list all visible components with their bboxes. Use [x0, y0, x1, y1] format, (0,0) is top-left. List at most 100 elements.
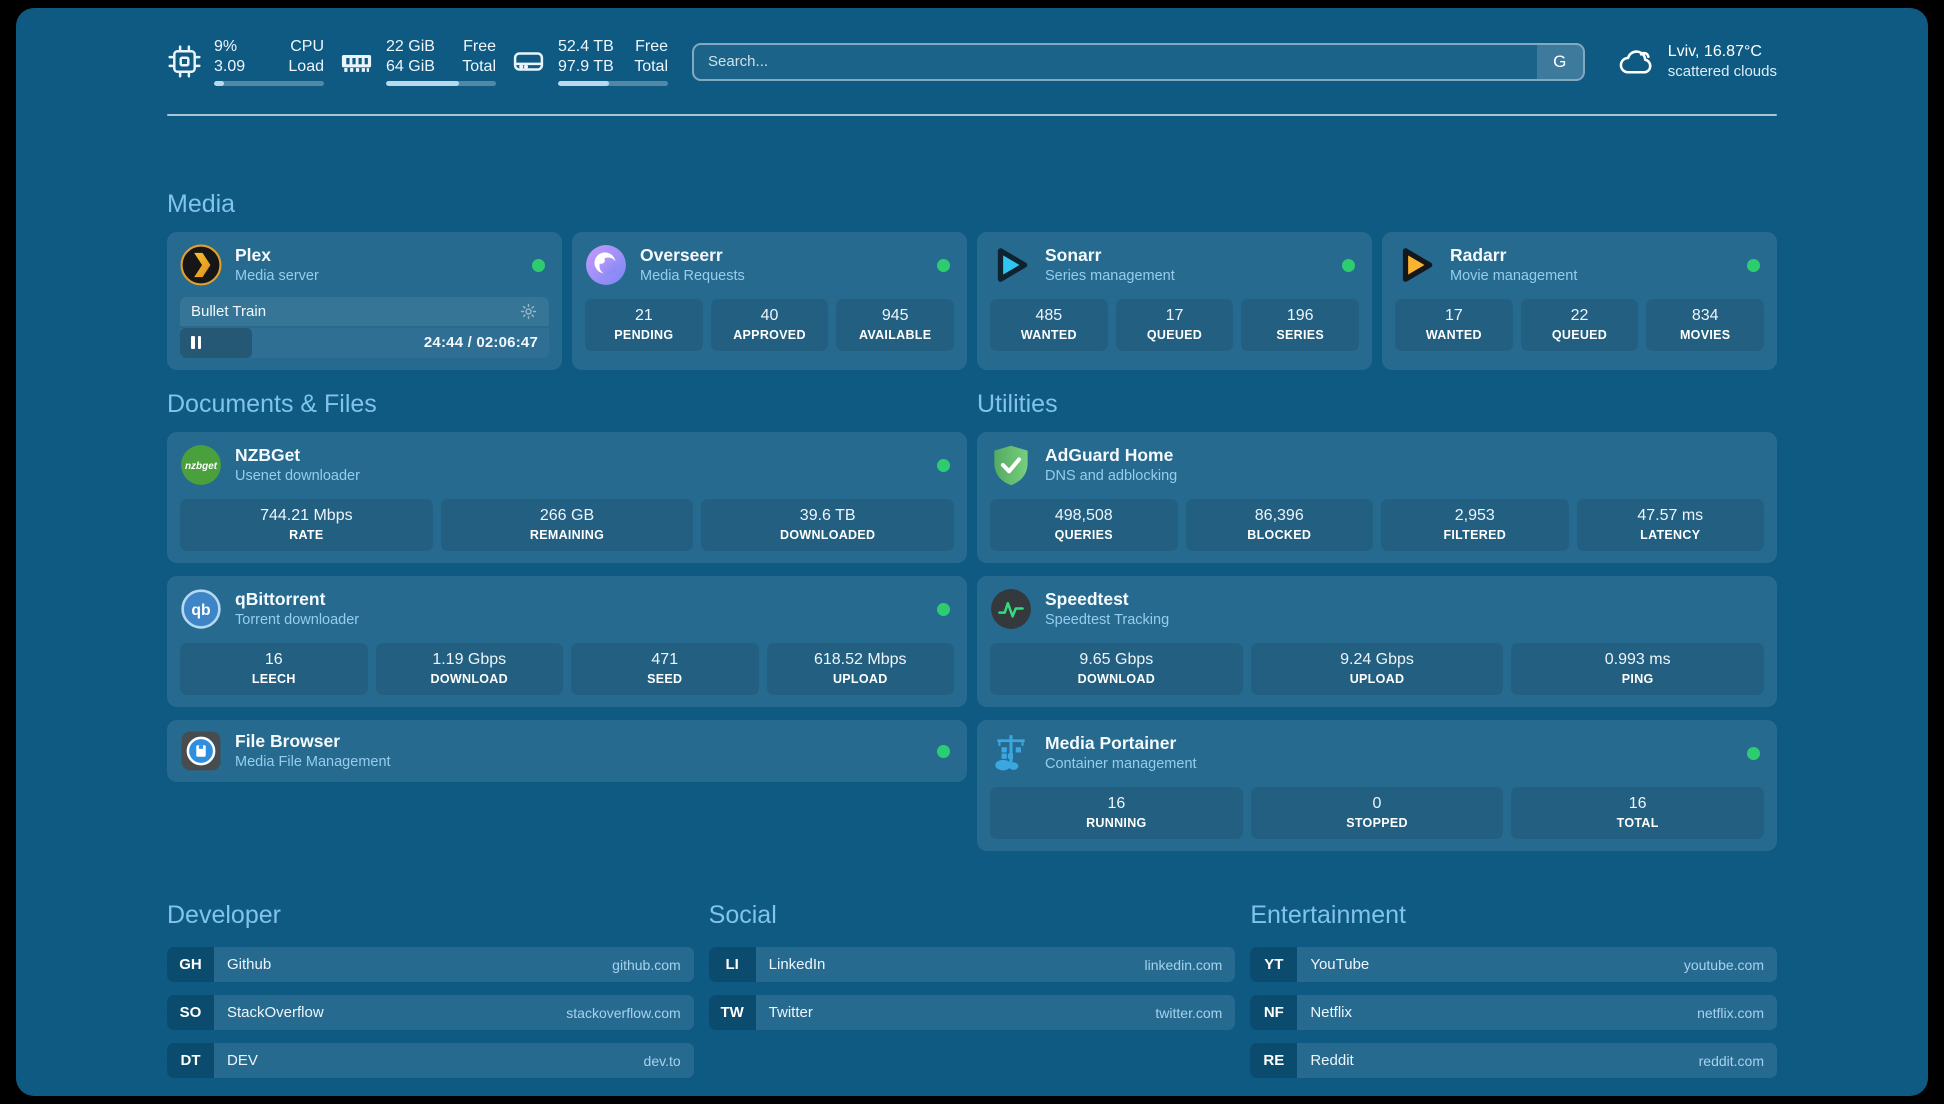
- bookmark-url: reddit.com: [1698, 1052, 1764, 1069]
- service-card-adguard[interactable]: AdGuard Home DNS and adblocking 498,508 Q…: [977, 432, 1777, 563]
- bookmark-abbr: NF: [1250, 995, 1298, 1030]
- bookmark-reddit[interactable]: RE Reddit reddit.com: [1250, 1043, 1777, 1078]
- status-indicator: [937, 744, 950, 758]
- bookmark-abbr: RE: [1250, 1043, 1298, 1078]
- service-card-sonarr[interactable]: Sonarr Series management 485 WANTED 17 QUE…: [977, 232, 1372, 370]
- disk-free-label: Free: [635, 38, 668, 55]
- disk-stat: 52.4 TB Free 97.9 TB Total: [511, 37, 668, 86]
- bookmark-linkedin[interactable]: LI LinkedIn linkedin.com: [708, 947, 1236, 982]
- playback-progress-bar[interactable]: 24:44 / 02:06:47: [180, 328, 549, 358]
- bookmark-url: stackoverflow.com: [566, 1004, 681, 1021]
- bookmark-group-social: Social LI LinkedIn linkedin.com TW Twitte…: [708, 901, 1236, 1030]
- section-title-developer: Developer: [167, 901, 281, 929]
- status-indicator: [937, 258, 950, 272]
- bookmark-name: YouTube: [1310, 956, 1370, 973]
- service-description: Series management: [1045, 268, 1175, 284]
- service-card-speedtest[interactable]: Speedtest Speedtest Tracking 9.65 Gbps DO…: [977, 576, 1777, 707]
- service-name: Radarr: [1450, 245, 1507, 265]
- status-indicator: [937, 602, 950, 616]
- stat-pill-wanted: 485 WANTED: [990, 299, 1108, 351]
- qbittorrent-icon: qb: [180, 588, 222, 630]
- disk-progress-bar: [558, 81, 668, 86]
- service-card-filebrowser[interactable]: File Browser Media File Management: [167, 720, 967, 782]
- radarr-icon: [1395, 244, 1437, 286]
- bookmark-name: Twitter: [768, 1004, 813, 1021]
- cpu-value: 9%: [214, 38, 238, 55]
- filebrowser-icon: [180, 730, 222, 772]
- disk-icon: [511, 44, 546, 79]
- cpu-load-label: Load: [288, 58, 324, 75]
- stat-pill-running: 16 RUNNING: [990, 787, 1243, 839]
- service-name: Speedtest: [1045, 589, 1129, 609]
- service-card-radarr[interactable]: Radarr Movie management 17 WANTED 22 QUEUE…: [1382, 232, 1777, 370]
- stat-pill-seed: 471 SEED: [571, 643, 759, 695]
- bookmark-name: Netflix: [1310, 1004, 1353, 1021]
- disk-free-value: 52.4 TB: [558, 38, 614, 55]
- service-name: Sonarr: [1045, 245, 1102, 265]
- weather-widget: Lviv, 16.87°C scattered clouds: [1615, 42, 1777, 81]
- bookmark-url: linkedin.com: [1144, 956, 1223, 973]
- service-card-plex[interactable]: Plex Media server Bullet Train: [167, 232, 562, 370]
- status-indicator: [1342, 258, 1355, 272]
- section-title-social: Social: [708, 901, 777, 929]
- bookmark-github[interactable]: GH Github github.com: [167, 947, 694, 982]
- playback-time: 24:44 / 02:06:47: [423, 334, 538, 351]
- stat-pill-filtered: 2,953 FILTERED: [1381, 499, 1569, 551]
- adguard-icon: [990, 444, 1032, 486]
- bookmark-group-entertainment: Entertainment YT YouTube youtube.com NF N…: [1250, 901, 1777, 1078]
- bookmark-netflix[interactable]: NF Netflix netflix.com: [1250, 995, 1777, 1030]
- gear-icon[interactable]: [519, 302, 538, 321]
- service-name: NZBGet: [235, 445, 301, 465]
- bookmark-abbr: TW: [708, 995, 756, 1030]
- ram-total-label: Total: [462, 58, 496, 75]
- service-card-overseerr[interactable]: Overseerr Media Requests 21 PENDING 40 APP…: [572, 232, 967, 370]
- service-description: Speedtest Tracking: [1045, 612, 1170, 628]
- bookmark-name: LinkedIn: [768, 956, 826, 973]
- stat-pill-pending: 21 PENDING: [585, 299, 703, 351]
- bookmark-group-developer: Developer GH Github github.com SO StackOv…: [167, 901, 694, 1078]
- ram-total-value: 64 GiB: [386, 58, 435, 75]
- stat-pill-wanted: 17 WANTED: [1395, 299, 1513, 351]
- bookmarks-grid: Developer GH Github github.com SO StackOv…: [167, 901, 1777, 1096]
- stat-pill-stopped: 0 STOPPED: [1250, 787, 1504, 839]
- cpu-stat: 9% CPU 3.09 Load: [167, 37, 324, 86]
- system-stats: 9% CPU 3.09 Load: [167, 37, 668, 86]
- bookmark-name: DEV: [227, 1052, 258, 1069]
- documents-column: Documents & Files nzbget NZBGet Usenet d…: [167, 390, 967, 782]
- bookmark-stackoverflow[interactable]: SO StackOverflow stackoverflow.com: [167, 995, 694, 1030]
- media-card-grid: Plex Media server Bullet Train: [167, 232, 1777, 370]
- bookmark-url: netflix.com: [1697, 1004, 1764, 1021]
- search-bar: G: [692, 42, 1585, 81]
- stat-pill-series: 196 SERIES: [1241, 299, 1360, 351]
- search-input[interactable]: [694, 44, 1537, 79]
- two-column-sections: Documents & Files nzbget NZBGet Usenet d…: [167, 390, 1777, 851]
- service-name: Media Portainer: [1045, 733, 1177, 753]
- now-playing-title: Bullet Train: [191, 303, 267, 320]
- top-bar: 9% CPU 3.09 Load: [167, 37, 1777, 86]
- speedtest-icon: [990, 588, 1032, 630]
- stat-pill-downloaded: 39.6 TB DOWNLOADED: [701, 499, 955, 551]
- ram-progress-bar: [386, 81, 496, 86]
- status-indicator: [532, 258, 545, 272]
- cpu-load-value: 3.09: [214, 58, 246, 75]
- service-description: Movie management: [1450, 268, 1578, 284]
- service-description: Media server: [235, 268, 319, 284]
- service-card-portainer[interactable]: Media Portainer Container management 16 R…: [977, 720, 1777, 851]
- pause-icon[interactable]: [191, 336, 201, 349]
- stat-pill-blocked: 86,396 BLOCKED: [1185, 499, 1373, 551]
- bookmark-youtube[interactable]: YT YouTube youtube.com: [1250, 947, 1777, 982]
- bookmark-dev[interactable]: DT DEV dev.to: [167, 1043, 694, 1078]
- service-card-qbittorrent[interactable]: qb qBittorrent Torrent downloader 16 LEEC…: [167, 576, 967, 707]
- bookmark-url: youtube.com: [1683, 956, 1764, 973]
- stat-pill-approved: 40 APPROVED: [710, 299, 829, 351]
- bookmark-twitter[interactable]: TW Twitter twitter.com: [708, 995, 1236, 1030]
- cpu-label: CPU: [290, 38, 324, 55]
- service-name: Plex: [235, 245, 271, 265]
- service-name: Overseerr: [640, 245, 723, 265]
- stat-pill-available: 945 AVAILABLE: [836, 299, 955, 351]
- search-provider-button[interactable]: G: [1536, 44, 1583, 79]
- service-card-nzbget[interactable]: nzbget NZBGet Usenet downloader 744.21 M…: [167, 432, 967, 563]
- stat-pill-upload: 618.52 Mbps UPLOAD: [766, 643, 954, 695]
- stat-pill-total: 16 TOTAL: [1511, 787, 1765, 839]
- ram-free-label: Free: [463, 38, 496, 55]
